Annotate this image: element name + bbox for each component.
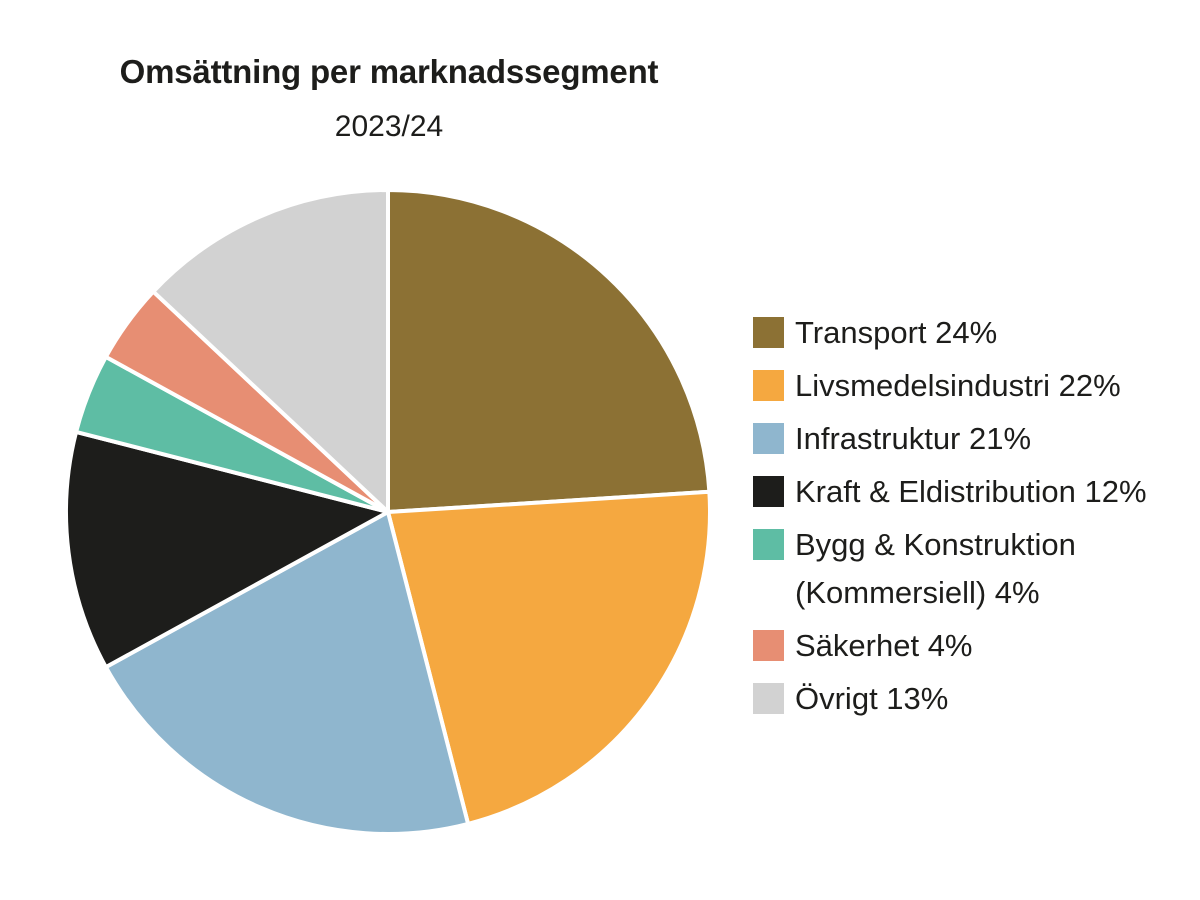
- legend-item-säkerhet: Säkerhet 4%: [753, 622, 1193, 670]
- legend-swatch-transport: [753, 317, 784, 348]
- legend-label-kraft-eldistribution: Kraft & Eldistribution 12%: [795, 474, 1147, 509]
- chart-title: Omsättning per marknadssegment: [119, 53, 659, 90]
- legend-item-transport: Transport 24%: [753, 309, 1193, 357]
- legend-item-bygg-konstruktion-kommersiell: Bygg & Konstruktion (Kommersiell) 4%: [753, 521, 1193, 617]
- chart-legend: Transport 24% Livsmedelsindustri 22% Infra…: [753, 309, 1193, 723]
- legend-item-infrastruktur: Infrastruktur 21%: [753, 415, 1193, 463]
- legend-label-infrastruktur: Infrastruktur 21%: [795, 421, 1032, 456]
- legend-swatch-bygg-konstruktion-kommersiell: [753, 529, 784, 560]
- pie-chart: [64, 188, 712, 836]
- legend-item-kraft-eldistribution: Kraft & Eldistribution 12%: [753, 468, 1193, 516]
- chart-subtitle: 2023/24: [334, 110, 444, 143]
- legend-label-säkerhet: Säkerhet 4%: [795, 628, 973, 663]
- pie-slice-kraft-eldistribution: [64, 429, 390, 670]
- pie-slice-infrastruktur: [103, 510, 471, 836]
- legend-label-livsmedelsindustri: Livsmedelsindustri 22%: [795, 368, 1121, 403]
- legend-swatch-övrigt: [753, 683, 784, 714]
- legend-item-livsmedelsindustri: Livsmedelsindustri 22%: [753, 362, 1193, 410]
- pie-slice-övrigt: [151, 188, 390, 514]
- pie-slice-livsmedelsindustri: [386, 489, 712, 826]
- legend-swatch-kraft-eldistribution: [753, 476, 784, 507]
- legend-label-bygg-konstruktion-kommersiell: Bygg & Konstruktion (Kommersiell) 4%: [795, 527, 1076, 610]
- legend-label-transport: Transport 24%: [795, 315, 998, 350]
- legend-swatch-infrastruktur: [753, 423, 784, 454]
- legend-label-övrigt: Övrigt 13%: [795, 681, 949, 716]
- legend-swatch-livsmedelsindustri: [753, 370, 784, 401]
- legend-item-övrigt: Övrigt 13%: [753, 675, 1193, 723]
- pie-slice-transport: [386, 188, 712, 514]
- legend-swatch-säkerhet: [753, 630, 784, 661]
